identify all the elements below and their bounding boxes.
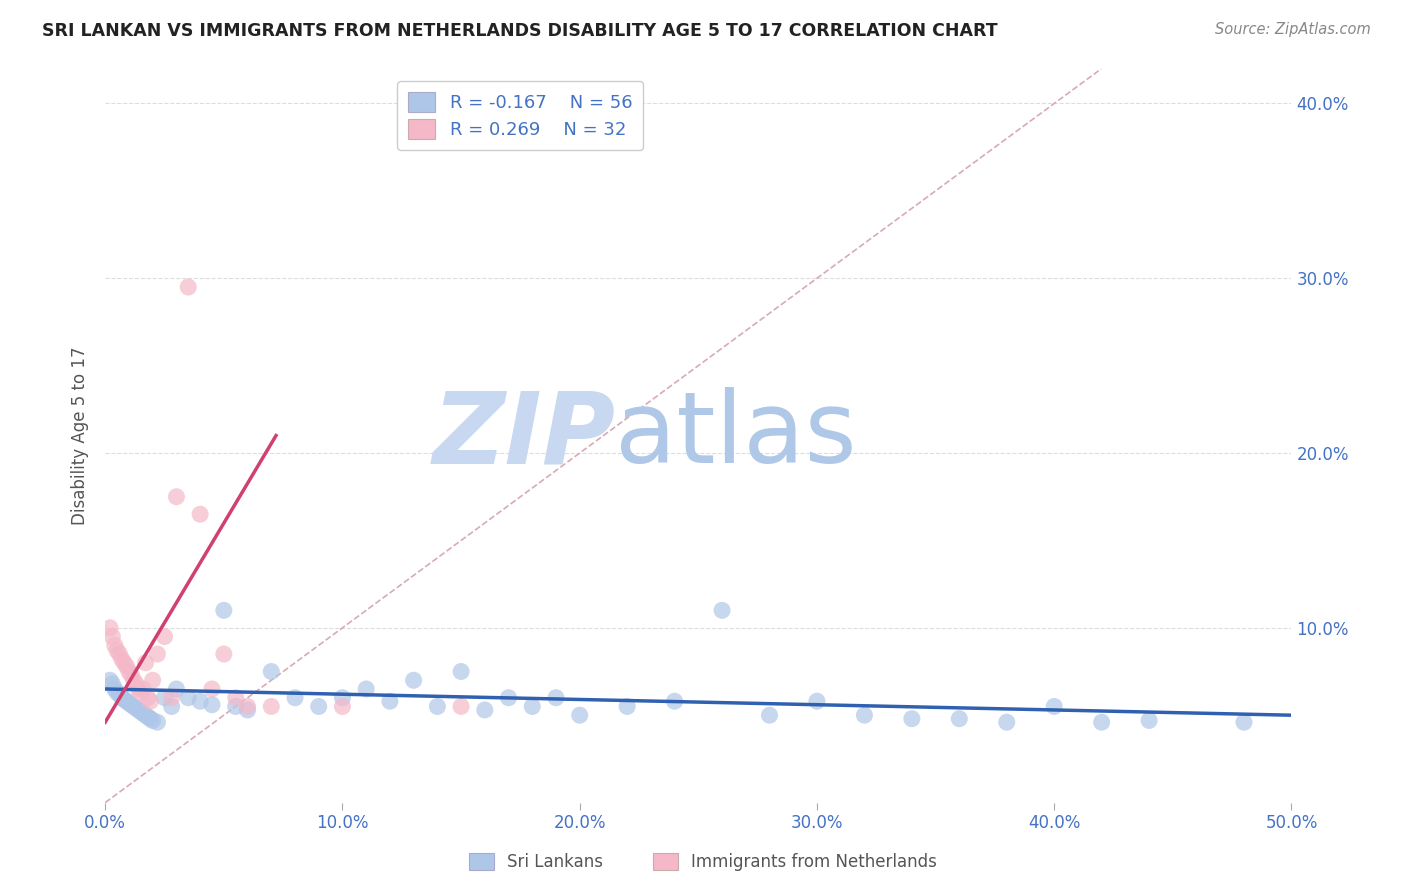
Point bbox=[378, 694, 401, 708]
Point bbox=[129, 705, 152, 719]
Point bbox=[153, 690, 176, 705]
Point bbox=[120, 668, 142, 682]
Point bbox=[201, 681, 224, 696]
Point bbox=[118, 665, 141, 679]
Point bbox=[146, 647, 169, 661]
Point bbox=[1137, 714, 1160, 728]
Point bbox=[711, 603, 734, 617]
Legend: Sri Lankans, Immigrants from Netherlands: Sri Lankans, Immigrants from Netherlands bbox=[460, 845, 946, 880]
Point bbox=[664, 694, 686, 708]
Point bbox=[146, 715, 169, 730]
Point bbox=[111, 652, 134, 666]
Point bbox=[1233, 715, 1256, 730]
Point bbox=[142, 714, 165, 728]
Point bbox=[260, 699, 283, 714]
Point bbox=[402, 673, 425, 688]
Point bbox=[111, 690, 134, 705]
Point bbox=[616, 699, 638, 714]
Point bbox=[104, 681, 127, 696]
Point bbox=[112, 656, 135, 670]
Point bbox=[332, 699, 354, 714]
Point bbox=[806, 694, 828, 708]
Point bbox=[236, 703, 259, 717]
Point bbox=[122, 699, 145, 714]
Point bbox=[160, 690, 183, 705]
Point bbox=[115, 694, 138, 708]
Point bbox=[522, 699, 544, 714]
Y-axis label: Disability Age 5 to 17: Disability Age 5 to 17 bbox=[72, 346, 89, 524]
Point bbox=[948, 712, 970, 726]
Point bbox=[132, 681, 155, 696]
Text: ZIP: ZIP bbox=[432, 387, 616, 484]
Point bbox=[225, 699, 247, 714]
Point bbox=[474, 703, 496, 717]
Text: Source: ZipAtlas.com: Source: ZipAtlas.com bbox=[1215, 22, 1371, 37]
Point bbox=[122, 673, 145, 688]
Point bbox=[260, 665, 283, 679]
Point bbox=[136, 690, 159, 705]
Point bbox=[177, 690, 200, 705]
Point bbox=[568, 708, 591, 723]
Point bbox=[98, 621, 121, 635]
Point bbox=[136, 710, 159, 724]
Point bbox=[758, 708, 780, 723]
Legend: R = -0.167    N = 56, R = 0.269    N = 32: R = -0.167 N = 56, R = 0.269 N = 32 bbox=[398, 81, 644, 150]
Point bbox=[105, 643, 128, 657]
Point bbox=[142, 673, 165, 688]
Point bbox=[201, 698, 224, 712]
Point bbox=[98, 673, 121, 688]
Point bbox=[127, 703, 149, 717]
Point bbox=[105, 685, 128, 699]
Point bbox=[177, 280, 200, 294]
Point bbox=[188, 694, 211, 708]
Point bbox=[1043, 699, 1066, 714]
Point bbox=[995, 715, 1018, 730]
Point bbox=[135, 656, 157, 670]
Point bbox=[426, 699, 449, 714]
Point bbox=[450, 699, 472, 714]
Point bbox=[212, 603, 235, 617]
Point bbox=[354, 681, 377, 696]
Point bbox=[101, 677, 124, 691]
Point bbox=[901, 712, 924, 726]
Point bbox=[332, 690, 354, 705]
Point bbox=[101, 630, 124, 644]
Point bbox=[188, 507, 211, 521]
Point bbox=[108, 647, 131, 661]
Point bbox=[212, 647, 235, 661]
Point bbox=[108, 687, 131, 701]
Point bbox=[284, 690, 307, 705]
Point bbox=[160, 699, 183, 714]
Point bbox=[104, 638, 127, 652]
Point bbox=[115, 659, 138, 673]
Point bbox=[132, 706, 155, 721]
Point bbox=[127, 681, 149, 696]
Point bbox=[125, 701, 148, 715]
Point bbox=[498, 690, 520, 705]
Point bbox=[1091, 715, 1114, 730]
Point bbox=[308, 699, 330, 714]
Point bbox=[125, 677, 148, 691]
Point bbox=[120, 698, 142, 712]
Point bbox=[165, 681, 187, 696]
Point bbox=[225, 690, 247, 705]
Point bbox=[118, 696, 141, 710]
Point bbox=[112, 692, 135, 706]
Point bbox=[450, 665, 472, 679]
Text: SRI LANKAN VS IMMIGRANTS FROM NETHERLANDS DISABILITY AGE 5 TO 17 CORRELATION CHA: SRI LANKAN VS IMMIGRANTS FROM NETHERLAND… bbox=[42, 22, 998, 40]
Point bbox=[165, 490, 187, 504]
Point bbox=[236, 699, 259, 714]
Point bbox=[544, 690, 567, 705]
Text: atlas: atlas bbox=[616, 387, 856, 484]
Point bbox=[135, 708, 157, 723]
Point bbox=[129, 685, 152, 699]
Point bbox=[139, 694, 162, 708]
Point bbox=[153, 630, 176, 644]
Point bbox=[853, 708, 876, 723]
Point bbox=[139, 712, 162, 726]
